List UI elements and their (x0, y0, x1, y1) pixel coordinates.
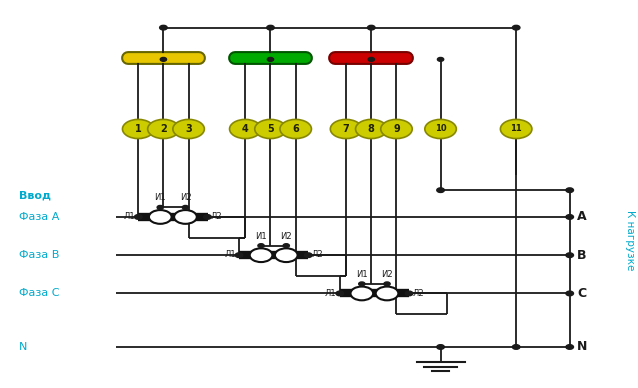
Circle shape (350, 287, 373, 300)
Text: Фаза B: Фаза B (19, 250, 59, 260)
Circle shape (500, 120, 532, 139)
Circle shape (437, 345, 444, 349)
Text: N: N (19, 342, 27, 352)
Text: И1: И1 (255, 232, 267, 241)
Circle shape (304, 253, 312, 258)
Text: Л1: Л1 (123, 212, 135, 221)
Text: 7: 7 (343, 124, 350, 134)
Text: 1: 1 (135, 124, 142, 134)
Circle shape (147, 120, 179, 139)
Circle shape (359, 282, 365, 286)
Text: Ввод: Ввод (19, 191, 50, 201)
Circle shape (182, 206, 189, 209)
Circle shape (437, 188, 444, 192)
Text: B: B (577, 249, 587, 262)
Circle shape (566, 291, 574, 296)
Circle shape (174, 210, 197, 224)
Text: 5: 5 (267, 124, 274, 134)
Text: 6: 6 (292, 124, 299, 134)
Text: Л2: Л2 (311, 250, 323, 259)
Circle shape (336, 291, 343, 296)
Circle shape (267, 25, 274, 30)
Text: 3: 3 (185, 124, 192, 134)
Text: И1: И1 (154, 193, 166, 203)
Circle shape (204, 215, 211, 219)
Circle shape (512, 345, 520, 349)
Circle shape (249, 248, 272, 262)
Circle shape (425, 120, 456, 139)
Circle shape (135, 215, 142, 219)
Circle shape (267, 57, 274, 61)
Circle shape (566, 253, 574, 258)
Text: И2: И2 (382, 270, 393, 279)
Text: 9: 9 (393, 124, 400, 134)
Text: A: A (577, 210, 587, 223)
Circle shape (376, 287, 398, 300)
Text: И2: И2 (180, 193, 191, 203)
Circle shape (566, 215, 574, 219)
Text: 11: 11 (510, 125, 522, 133)
Circle shape (173, 120, 204, 139)
Circle shape (255, 120, 286, 139)
Circle shape (438, 57, 443, 61)
Text: Фаза A: Фаза A (19, 212, 59, 222)
Circle shape (258, 244, 264, 248)
Text: Л2: Л2 (211, 212, 222, 221)
Text: Л1: Л1 (325, 289, 337, 298)
Circle shape (367, 25, 375, 30)
Circle shape (160, 57, 167, 61)
Text: И2: И2 (281, 232, 292, 241)
Circle shape (157, 206, 163, 209)
Circle shape (160, 25, 167, 30)
Circle shape (283, 244, 290, 248)
Text: 10: 10 (434, 125, 447, 133)
Circle shape (355, 120, 387, 139)
Text: 4: 4 (242, 124, 249, 134)
Circle shape (381, 120, 412, 139)
Text: Фаза C: Фаза C (19, 288, 59, 298)
Text: C: C (577, 287, 586, 300)
Circle shape (330, 120, 362, 139)
Circle shape (149, 210, 172, 224)
Circle shape (512, 25, 520, 30)
Text: И1: И1 (356, 270, 367, 279)
Circle shape (368, 57, 375, 61)
Text: N: N (577, 341, 588, 353)
Circle shape (405, 291, 413, 296)
Circle shape (566, 188, 574, 192)
Circle shape (275, 248, 297, 262)
Text: К нагрузке: К нагрузке (625, 210, 635, 270)
Circle shape (280, 120, 311, 139)
Circle shape (122, 120, 154, 139)
Text: 8: 8 (368, 124, 375, 134)
Circle shape (230, 120, 261, 139)
Circle shape (566, 345, 574, 349)
Text: Л1: Л1 (224, 250, 236, 259)
Circle shape (235, 253, 243, 258)
Circle shape (384, 282, 390, 286)
Text: 2: 2 (160, 124, 167, 134)
Text: Л2: Л2 (412, 289, 424, 298)
